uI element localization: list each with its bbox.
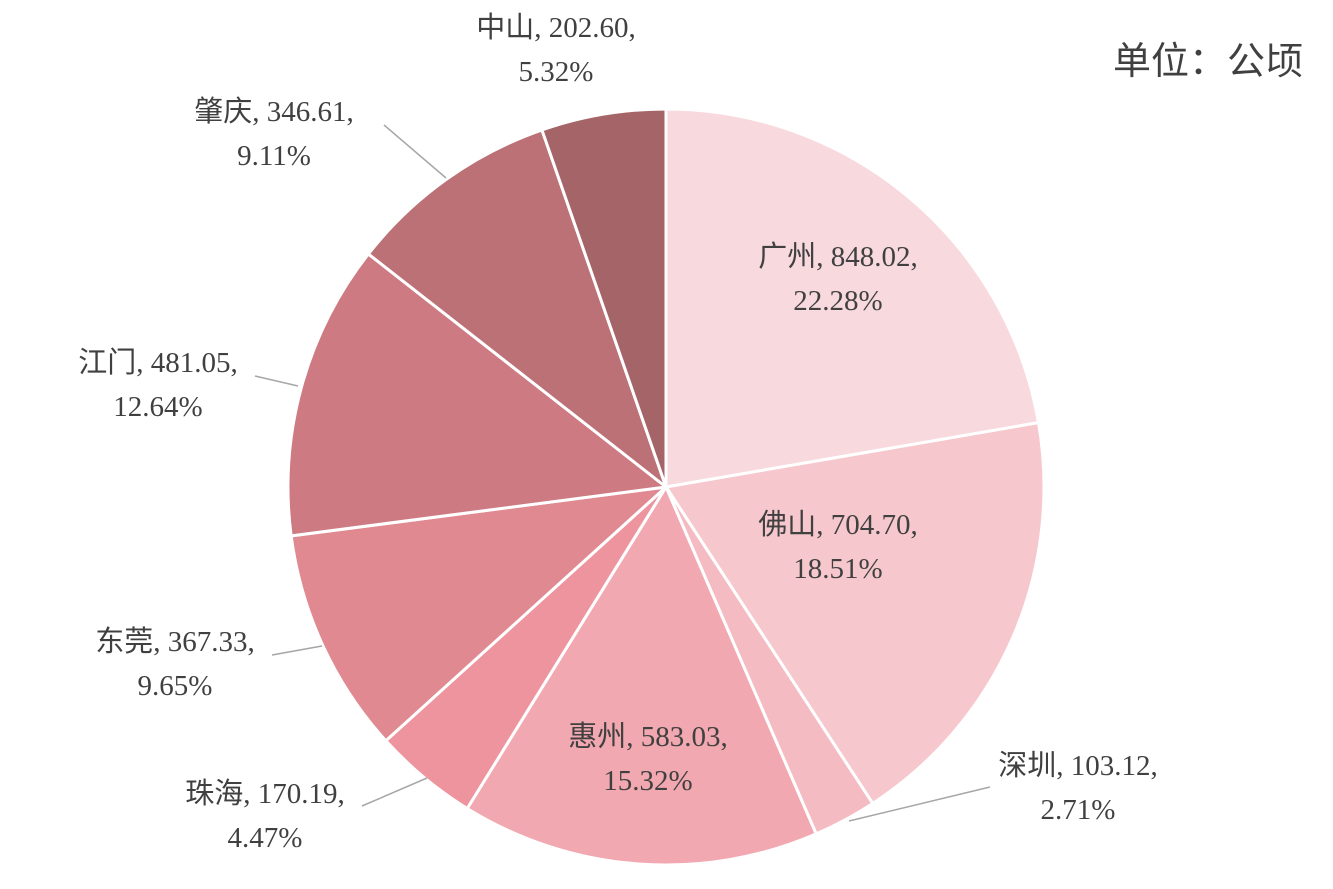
data-label-percent: 5.32% xyxy=(519,56,594,88)
leader-lines-layer xyxy=(254,124,991,822)
data-label-7: 江门, 481.05, 12.64% xyxy=(78,345,238,423)
pie-slice-2 xyxy=(663,420,1046,806)
data-label-percent: 9.11% xyxy=(237,140,311,172)
data-label-percent: 15.32% xyxy=(603,765,692,797)
pie-slice-6 xyxy=(289,484,671,743)
leader-line-7 xyxy=(254,375,299,387)
data-label-value: , 103.12, xyxy=(1056,750,1158,782)
data-label-value: , 170.19, xyxy=(243,778,345,810)
pie-slice-8 xyxy=(366,128,670,492)
data-label-percent: 9.65% xyxy=(138,670,213,702)
data-label-3: 深圳, 103.12, 2.71% xyxy=(998,748,1158,826)
leader-line-8 xyxy=(383,124,447,179)
data-label-1: 广州, 848.02, 22.28% xyxy=(758,239,918,317)
data-label-category: 惠州 xyxy=(568,719,626,753)
data-label-value: , 202.60, xyxy=(534,12,636,44)
data-label-value: , 704.70, xyxy=(816,509,918,541)
data-label-4: 惠州, 583.03, 15.32% xyxy=(568,719,728,797)
data-label-9: 中山, 202.60, 5.32% xyxy=(476,10,636,88)
leader-line-6 xyxy=(271,645,323,656)
data-labels-layer: 广州, 848.02, 22.28% 佛山, 704.70, 18.51% 深圳, 10… xyxy=(78,10,1158,854)
data-label-value: , 367.33, xyxy=(153,626,255,658)
data-label-category: 中山 xyxy=(476,10,534,44)
slices-layer xyxy=(286,107,1046,867)
data-label-value: , 583.03, xyxy=(626,721,728,753)
data-label-percent: 2.71% xyxy=(1041,794,1116,826)
data-label-category: 深圳 xyxy=(998,748,1056,782)
data-label-value: , 481.05, xyxy=(136,347,238,379)
data-label-8: 肇庆, 346.61, 9.11% xyxy=(194,94,354,172)
pie-slice-9 xyxy=(540,107,668,488)
pie-slice-4 xyxy=(465,483,819,867)
data-label-category: 佛山 xyxy=(758,507,816,541)
data-label-value: , 848.02, xyxy=(816,241,918,273)
data-label-value: , 346.61, xyxy=(252,96,354,128)
data-label-2: 佛山, 704.70, 18.51% xyxy=(758,507,918,585)
leader-line-5 xyxy=(361,777,428,807)
leader-line-3 xyxy=(848,786,991,822)
data-label-category: 肇庆 xyxy=(194,94,252,128)
data-label-6: 东莞, 367.33, 9.65% xyxy=(95,624,255,702)
data-label-percent: 22.28% xyxy=(793,285,882,317)
data-label-category: 江门 xyxy=(78,345,136,379)
data-label-category: 东莞 xyxy=(95,624,153,658)
pie-slice-7 xyxy=(286,251,670,538)
data-label-percent: 4.47% xyxy=(228,822,303,854)
data-label-percent: 12.64% xyxy=(113,391,202,423)
data-label-category: 广州 xyxy=(758,239,816,273)
pie-slice-1 xyxy=(664,107,1041,489)
unit-label: 单位：公顷 xyxy=(1112,39,1303,83)
data-label-percent: 18.51% xyxy=(793,553,882,585)
data-label-5: 珠海, 170.19, 4.47% xyxy=(185,776,345,854)
data-label-category: 珠海 xyxy=(185,776,243,810)
